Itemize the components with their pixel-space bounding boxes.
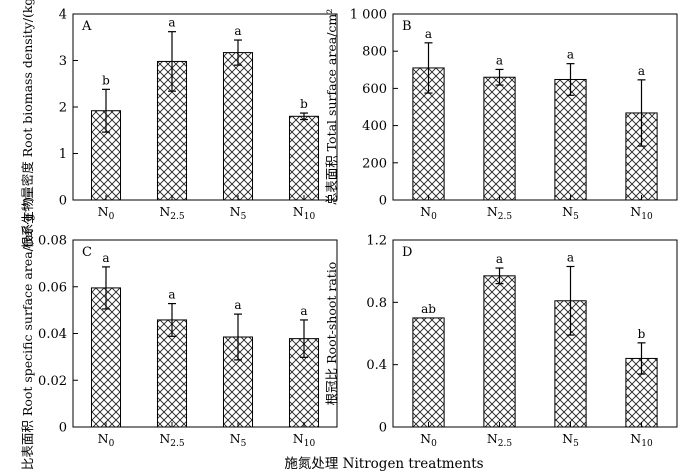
y-axis-title: 总表面积 Total surface area/cm² [324,9,339,206]
significance-label: a [168,288,175,302]
bar [554,78,587,201]
y-axis-title: 比表面积 Root specific surface area/(m²·g⁻¹) [20,197,35,470]
figure-x-axis-title: 施氮处理 Nitrogen treatments [284,456,483,472]
bar [156,319,188,428]
y-tick-label: 3 [59,54,67,69]
panel-label: B [402,19,412,34]
x-tick-label: N0 [98,204,115,222]
y-tick-label: 0.08 [38,234,67,249]
y-tick-label: 0.4 [366,358,387,373]
y-tick-label: 2 [59,101,67,116]
x-tick-label: N5 [562,204,579,222]
bar [483,76,516,201]
y-tick-label: 4 [59,8,67,23]
significance-label: a [300,304,307,318]
significance-label: b [102,73,110,87]
significance-label: a [234,24,241,38]
x-tick-label: N2.5 [487,431,513,449]
x-tick-label: N10 [293,204,316,222]
significance-label: a [102,251,109,265]
y-tick-label: 1 000 [350,8,387,23]
x-tick-label: N2.5 [159,431,185,449]
x-tick-label: N0 [98,431,115,449]
x-tick-label: N0 [420,431,437,449]
y-tick-label: 0.8 [366,296,387,311]
y-tick-label: 1 [59,147,67,162]
x-tick-label: N10 [630,431,653,449]
x-tick-label: N5 [562,431,579,449]
significance-label: b [300,97,308,111]
x-tick-label: N0 [420,204,437,222]
bar [288,115,320,201]
y-tick-label: 0.06 [38,280,67,295]
panel-a: A 0 1 2 3 4 根系生物量密度 Root biomass density/(kg·m… [20,0,338,249]
y-tick-label: 1.2 [366,234,387,249]
significance-label: a [168,16,175,30]
y-tick-label: 800 [362,45,387,60]
bar [222,52,254,201]
panel-label: A [81,19,92,34]
significance-label: a [638,64,645,78]
y-tick-label: 0 [379,421,387,436]
y-tick-label: 200 [362,156,387,171]
significance-label: ab [421,302,436,316]
bar [412,317,445,428]
y-axis-title: 根冠比 Root-shoot ratio [324,262,339,406]
x-tick-label: N10 [630,204,653,222]
y-tick-label: 400 [362,119,387,134]
significance-label: a [567,48,574,62]
x-tick-label: N10 [293,431,316,449]
x-tick-label: N2.5 [159,204,185,222]
significance-label: a [496,252,503,266]
axes-frame [392,13,678,201]
significance-label: b [638,327,646,341]
x-tick-label: N2.5 [487,204,513,222]
bar [483,275,516,428]
x-tick-label: N5 [230,431,247,449]
y-tick-label: 0.04 [38,327,67,342]
axes-frame [392,239,678,428]
y-tick-label: 0 [379,194,387,209]
y-tick-label: 0 [59,421,67,436]
significance-label: a [567,250,574,264]
panel-label: C [82,245,92,260]
x-tick-label: N5 [230,204,247,222]
y-tick-label: 600 [362,82,387,97]
y-tick-label: 0 [59,194,67,209]
y-tick-label: 0.02 [38,374,67,389]
y-axis-title: 根系生物量密度 Root biomass density/(kg·m⁻³) [20,0,35,249]
panel-label: D [402,245,412,260]
significance-label: a [496,53,503,67]
panel-b: B 0 200 400 600 800 1 000 总表面积 Total surface ar… [324,8,678,222]
significance-label: a [425,27,432,41]
significance-label: a [234,298,241,312]
